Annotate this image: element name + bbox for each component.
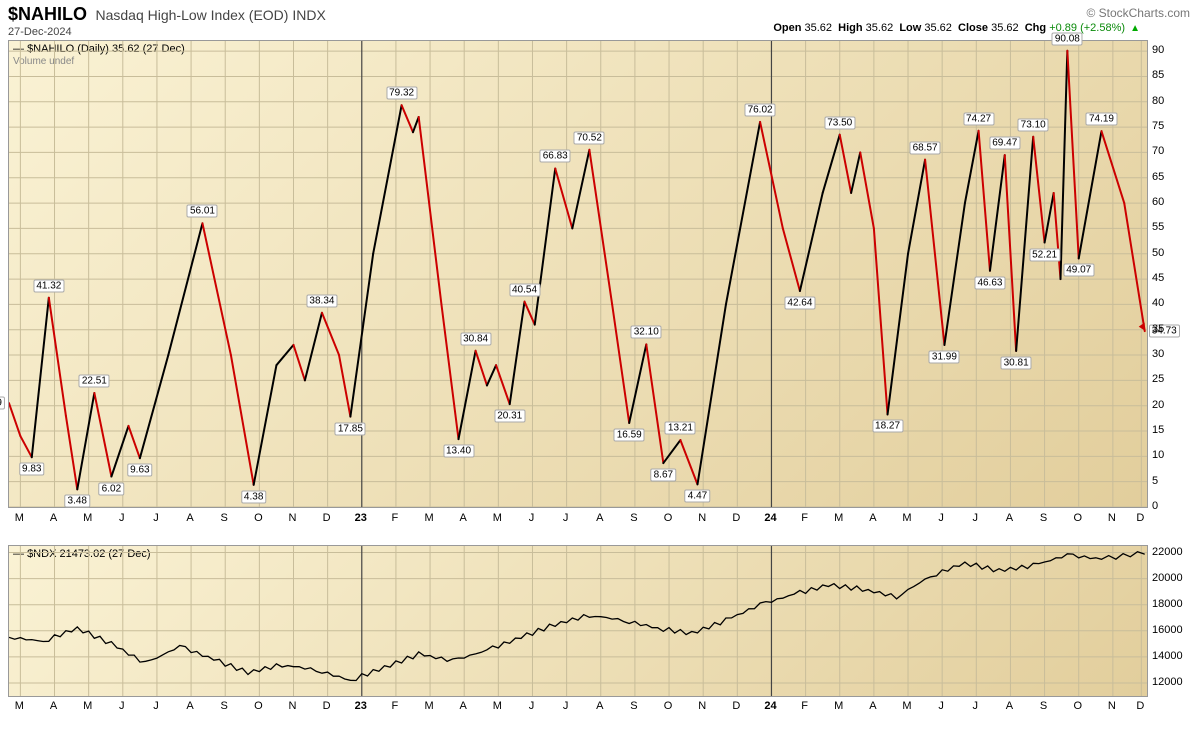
- up-arrow-icon: ▲: [1130, 23, 1140, 34]
- main-x-axis: MAMJJASOND23FMAMJJASOND24FMAMJJASOND: [8, 512, 1148, 528]
- sub-x-axis: MAMJJASOND23FMAMJJASOND24FMAMJJASOND: [8, 700, 1148, 716]
- data-point-label: 69.47: [989, 137, 1020, 150]
- data-point-label: 74.27: [963, 112, 994, 125]
- ohlc-bar: Open 35.62 High 35.62 Low 35.62 Close 35…: [773, 22, 1140, 34]
- data-point-label: 13.40: [443, 445, 474, 458]
- data-point-label: 70.52: [574, 131, 605, 144]
- data-point-label: 18.27: [872, 420, 903, 433]
- data-point-label: 30.81: [1001, 356, 1032, 369]
- data-point-label: 52.21: [1029, 248, 1060, 261]
- data-point-label: 76.02: [745, 103, 776, 116]
- data-point-label: 13.21: [665, 422, 696, 435]
- data-point-label: 90.08: [1052, 32, 1083, 45]
- data-point-label: 68.57: [910, 141, 941, 154]
- data-point-label: 49.07: [1063, 264, 1094, 277]
- data-point-label: 56.01: [187, 205, 218, 218]
- data-point-label: 41.32: [33, 279, 64, 292]
- data-point-label: 30.84: [460, 332, 491, 345]
- sub-y-axis: 120001400016000180002000022000: [1152, 545, 1198, 697]
- data-point-label: 17.85: [335, 422, 366, 435]
- sub-chart[interactable]: — $NDX 21473.02 (27 Dec): [8, 545, 1148, 697]
- data-point-label: 66.83: [540, 150, 571, 163]
- data-point-label: 3.48: [65, 495, 90, 508]
- main-chart[interactable]: — $NAHILO (Daily) 35.62 (27 Dec) Volume …: [8, 40, 1148, 508]
- data-point-label: 73.10: [1018, 118, 1049, 131]
- data-point-label: 32.10: [631, 326, 662, 339]
- chart-container: $NAHILO Nasdaq High-Low Index (EOD) INDX…: [0, 0, 1200, 737]
- data-point-label: 74.19: [1086, 113, 1117, 126]
- data-point-label: 4.47: [685, 490, 710, 503]
- data-point-label: 46.63: [974, 276, 1005, 289]
- symbol-description: Nasdaq High-Low Index (EOD) INDX: [95, 7, 325, 23]
- symbol: $NAHILO: [8, 4, 87, 24]
- main-y-axis: 051015202530354045505560657075808590: [1152, 40, 1192, 508]
- data-point-label: 9.63: [127, 464, 152, 477]
- data-point-label: 40.54: [509, 283, 540, 296]
- data-point-label: 8.67: [651, 469, 676, 482]
- data-point-label: 38.34: [306, 294, 337, 307]
- data-point-label: 20.31: [494, 410, 525, 423]
- chart-date: 27-Dec-2024: [8, 26, 72, 38]
- attribution: © StockCharts.com: [1086, 6, 1190, 20]
- data-point-label: 9.83: [19, 463, 44, 476]
- data-point-label: 20.49: [0, 397, 5, 410]
- data-point-label: 16.59: [614, 428, 645, 441]
- data-point-label: 4.38: [241, 490, 266, 503]
- data-point-label: 22.51: [79, 374, 110, 387]
- data-point-label: 6.02: [99, 482, 124, 495]
- data-point-label: 42.64: [784, 297, 815, 310]
- data-point-label: 31.99: [929, 350, 960, 363]
- data-point-label: 79.32: [386, 87, 417, 100]
- data-point-label: 73.50: [824, 116, 855, 129]
